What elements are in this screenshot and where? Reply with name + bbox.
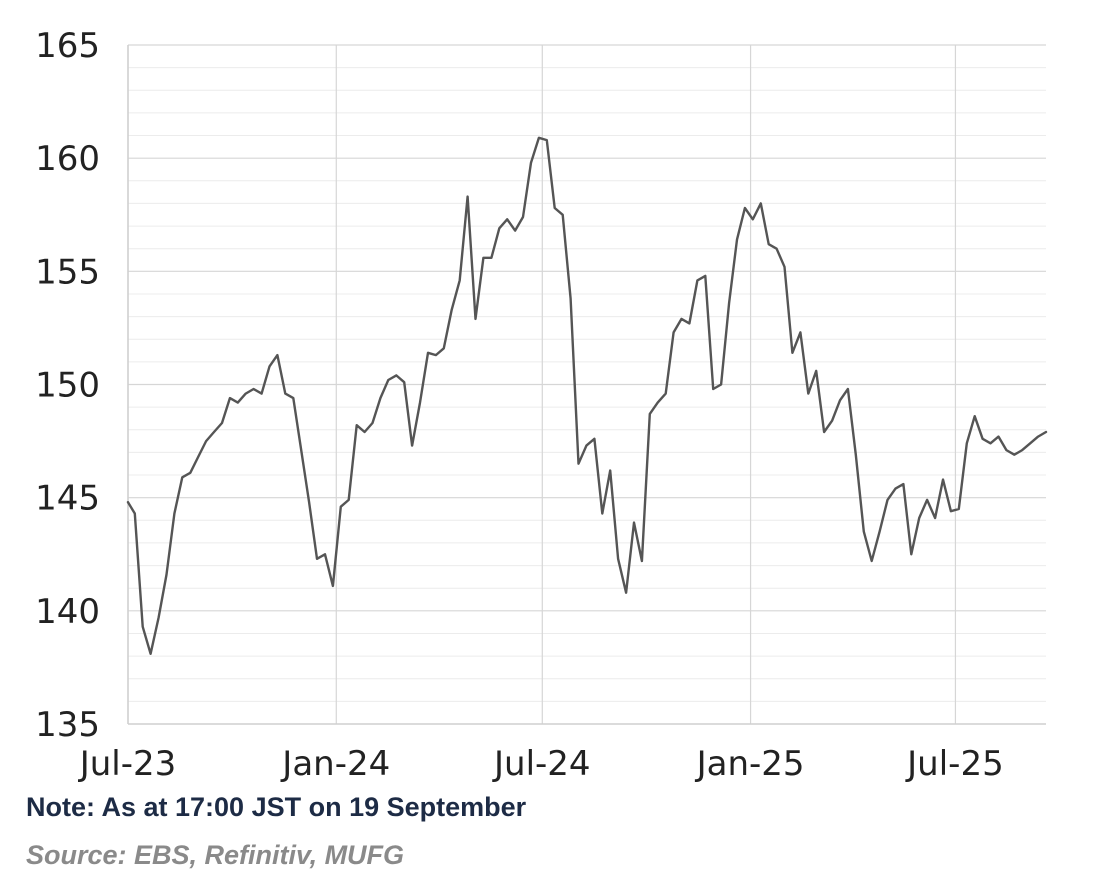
y-tick-label: 145 bbox=[35, 479, 100, 519]
x-tick-label: Jul-25 bbox=[905, 744, 1004, 784]
grid-major bbox=[128, 44, 1046, 612]
x-tick-labels: Jul-23 Jan-24 Jul-24 Jan-25 Jul-25 bbox=[78, 744, 1004, 784]
x-tick-label: Jul-23 bbox=[78, 744, 177, 784]
axes bbox=[127, 45, 1046, 725]
y-tick-label: 140 bbox=[35, 592, 100, 632]
chart-note: Note: As at 17:00 JST on 19 September bbox=[26, 792, 527, 822]
grid-minor bbox=[128, 67, 1046, 702]
y-tick-label: 135 bbox=[35, 705, 100, 745]
x-tick-label: Jan-24 bbox=[280, 744, 390, 784]
series-line bbox=[126, 136, 1048, 655]
y-tick-label: 165 bbox=[35, 26, 100, 66]
chart-source: Source: EBS, Refinitiv, MUFG bbox=[26, 840, 405, 870]
y-tick-label: 150 bbox=[35, 366, 100, 406]
chart: 135 140 145 150 155 160 165 Jul-23 Jan-24 Jul-24… bbox=[35, 26, 1048, 784]
y-tick-label: 160 bbox=[35, 139, 100, 179]
x-tick-label: Jan-25 bbox=[695, 744, 805, 784]
series bbox=[126, 136, 1048, 655]
y-tick-labels: 135 140 145 150 155 160 165 bbox=[35, 26, 100, 745]
x-tick-label: Jul-24 bbox=[492, 744, 591, 784]
y-tick-label: 155 bbox=[35, 252, 100, 292]
